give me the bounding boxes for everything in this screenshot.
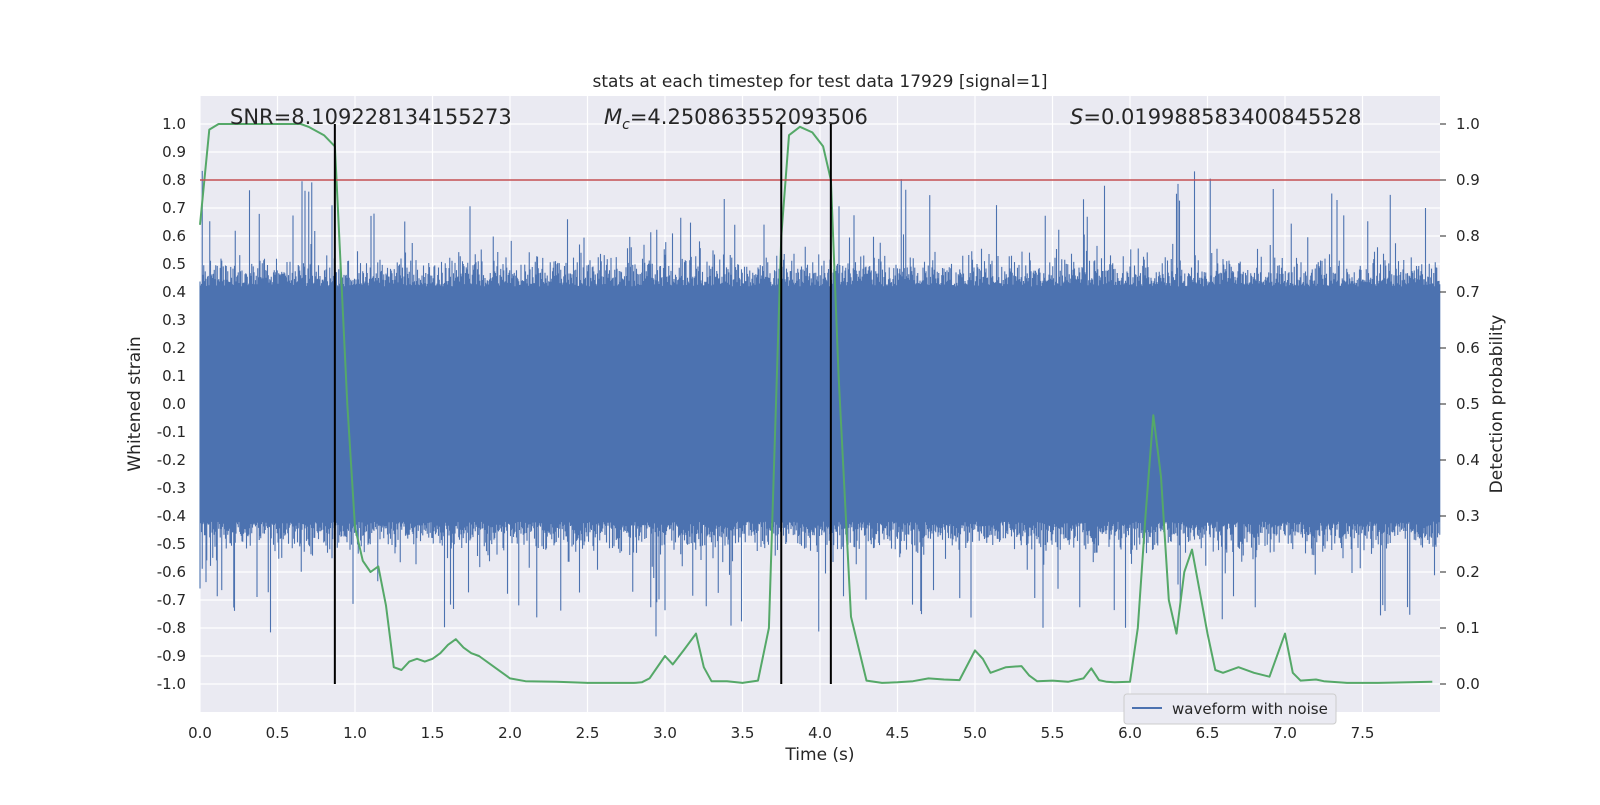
y-left-tick-label: 0.5 [162, 255, 186, 273]
y-right-tick-label: 0.6 [1456, 339, 1480, 357]
x-tick-label: 6.5 [1196, 724, 1220, 742]
waveform-series [199, 170, 1441, 637]
y-left-tick-label: 0.8 [162, 171, 186, 189]
mc-annotation: Mc=4.250863552093506 [604, 105, 868, 133]
x-tick-label: 6.0 [1118, 724, 1142, 742]
x-tick-label: 0.0 [188, 724, 212, 742]
y-left-tick-label: 0.9 [162, 143, 186, 161]
x-tick-label: 0.5 [266, 724, 290, 742]
y-left-tick-label: -0.9 [157, 647, 186, 665]
s-symbol: S [1070, 105, 1083, 129]
x-tick-label: 5.0 [963, 724, 987, 742]
y-right-tick-label: 0.4 [1456, 451, 1480, 469]
y-right-tick-label: 0.0 [1456, 675, 1480, 693]
x-tick-label: 7.5 [1351, 724, 1375, 742]
y-left-tick-labels: 1.0 0.9 0.8 0.7 0.6 0.5 0.4 0.3 0.2 0.1 0.0 -0.1 -0.… [157, 115, 186, 693]
legend-label: waveform with noise [1172, 700, 1328, 718]
x-tick-label: 1.0 [343, 724, 367, 742]
x-axis-label: Time (s) [784, 745, 854, 765]
x-tick-label: 2.0 [498, 724, 522, 742]
y-right-tick-label: 0.2 [1456, 563, 1480, 581]
y-left-tick-label: -0.1 [157, 423, 186, 441]
y-right-tick-label: 0.3 [1456, 507, 1480, 525]
y-left-axis-label: Whitened strain [125, 336, 145, 471]
y-left-tick-label: -0.5 [157, 535, 186, 553]
y-right-tick-label: 0.7 [1456, 283, 1480, 301]
y-right-tick-label: 1.0 [1456, 115, 1480, 133]
y-left-tick-label: 0.3 [162, 311, 186, 329]
y-left-tick-label: -0.2 [157, 451, 186, 469]
x-tick-label: 4.0 [808, 724, 832, 742]
waveform-core [200, 306, 1440, 522]
y-left-tick-label: -0.7 [157, 591, 186, 609]
y-left-tick-label: -1.0 [157, 675, 186, 693]
y-left-tick-label: 1.0 [162, 115, 186, 133]
y-left-tick-label: 0.7 [162, 199, 186, 217]
s-value: =0.019988583400845528 [1083, 105, 1361, 129]
y-right-tick-label: 0.5 [1456, 395, 1480, 413]
x-tick-labels: 0.0 0.5 1.0 1.5 2.0 2.5 3.0 3.5 4.0 4.5 5.0 5.5 6.0 6… [188, 724, 1374, 742]
x-tick-label: 3.5 [731, 724, 755, 742]
y-left-tick-label: 0.6 [162, 227, 186, 245]
probability-series [199, 123, 1433, 684]
y-right-axis-label: Detection probability [1487, 315, 1507, 494]
y-left-tick-label: 0.2 [162, 339, 186, 357]
mc-subscript: c [622, 117, 630, 133]
y-right-tick-labels: 1.0 0.9 0.8 0.7 0.6 0.5 0.4 0.3 0.2 0.1 0.0 [1440, 115, 1480, 693]
y-left-tick-label: 0.1 [162, 367, 186, 385]
x-tick-label: 5.5 [1041, 724, 1065, 742]
y-left-tick-label: -0.4 [157, 507, 186, 525]
y-right-tick-label: 0.9 [1456, 171, 1480, 189]
y-right-tick-label: 0.1 [1456, 619, 1480, 637]
y-left-tick-label: 0.4 [162, 283, 186, 301]
probability-line [199, 123, 1433, 684]
x-tick-label: 1.5 [421, 724, 445, 742]
x-tick-label: 3.0 [653, 724, 677, 742]
mc-value: =4.250863552093506 [630, 105, 868, 129]
legend-box [1123, 693, 1337, 725]
y-left-tick-label: -0.6 [157, 563, 186, 581]
vertical-markers [333, 124, 832, 684]
y-left-tick-label: -0.8 [157, 619, 186, 637]
x-tick-label: 7.0 [1273, 724, 1297, 742]
mc-symbol: M [604, 105, 622, 129]
s-annotation: S=0.019988583400845528 [1070, 105, 1361, 129]
y-left-tick-label: 0.0 [162, 395, 186, 413]
chart-title: stats at each timestep for test data 179… [593, 72, 1048, 92]
x-tick-label: 2.5 [576, 724, 600, 742]
snr-annotation: SNR=8.109228134155273 [230, 105, 512, 129]
y-right-tick-label: 0.8 [1456, 227, 1480, 245]
y-left-tick-label: -0.3 [157, 479, 186, 497]
legend: waveform with noise [1123, 693, 1337, 725]
x-tick-label: 4.5 [886, 724, 910, 742]
